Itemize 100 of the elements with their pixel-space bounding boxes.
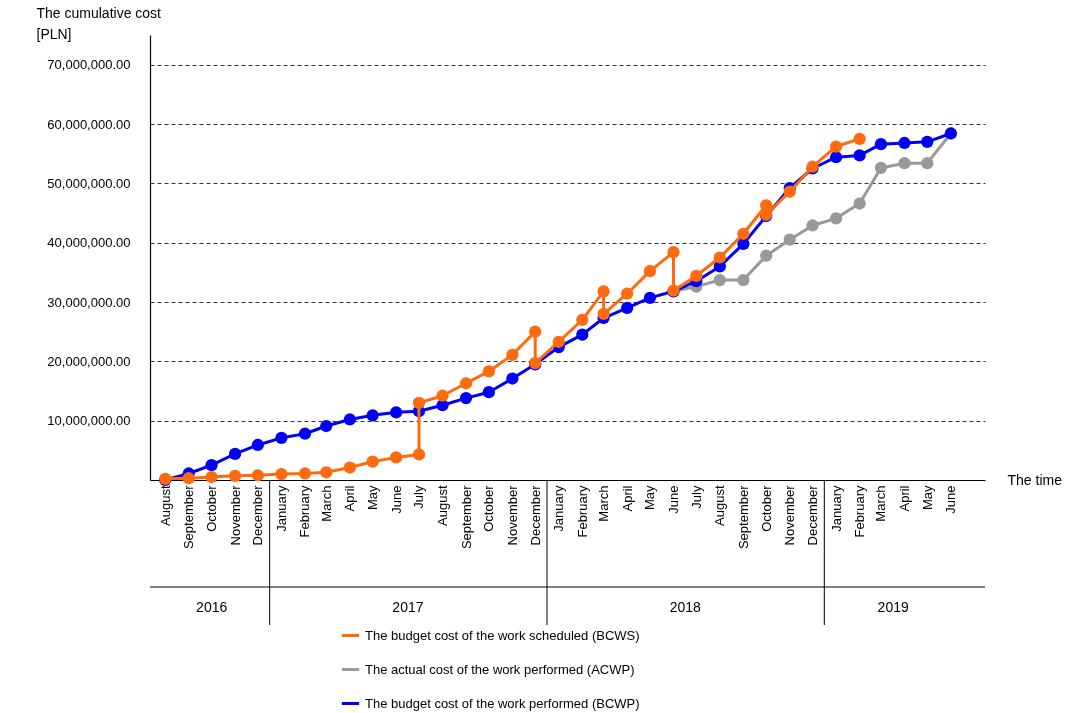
- point: [829, 151, 843, 164]
- point: [760, 249, 773, 262]
- point: [829, 212, 843, 225]
- text: 2019: [877, 599, 909, 615]
- x-tick-label: October: [481, 484, 497, 532]
- point: [320, 419, 333, 433]
- point: [783, 233, 796, 246]
- point: [597, 307, 610, 320]
- x-tick-label: July: [688, 485, 704, 509]
- x-tick-label: May: [919, 485, 935, 511]
- point: [228, 447, 242, 461]
- point: [853, 197, 866, 210]
- x-tick-label: December: [805, 484, 821, 546]
- x-tick-label: January: [828, 485, 844, 532]
- x-tick-label: November: [504, 484, 520, 546]
- point: [690, 269, 703, 283]
- point: [343, 461, 356, 474]
- point: [459, 377, 473, 390]
- x-tick-label: September: [458, 484, 474, 550]
- y-tick-label: 60,000,000.00: [47, 116, 131, 132]
- x-tick-label: October: [204, 484, 220, 532]
- point: [643, 265, 657, 278]
- point: [298, 427, 312, 440]
- point: [459, 392, 473, 405]
- y-tick-label: 20,000,000.00: [47, 353, 131, 369]
- x-tick-label: August: [712, 485, 728, 526]
- x-tick-label: February: [852, 485, 868, 538]
- text: 2016: [196, 599, 228, 615]
- text: 2017: [392, 599, 424, 615]
- x-tick-label: September: [181, 484, 197, 550]
- point: [621, 287, 634, 300]
- y-tick-label: 30,000,000.00: [47, 294, 131, 310]
- point: [205, 470, 218, 484]
- x-tick-label: July: [411, 485, 427, 509]
- point: [228, 469, 242, 482]
- point: [621, 301, 634, 315]
- point: [737, 227, 750, 240]
- x-tick-label: November: [782, 484, 798, 546]
- x-tick-label: April: [896, 485, 912, 512]
- point: [898, 157, 911, 170]
- point: [643, 291, 657, 304]
- point: [366, 455, 379, 468]
- point: [737, 273, 750, 287]
- point: [829, 140, 843, 153]
- x-tick-label: March: [318, 485, 334, 522]
- point: [853, 132, 866, 145]
- x-tick-label: May: [365, 485, 381, 511]
- point: [921, 157, 934, 170]
- x-tick-label: June: [665, 485, 681, 514]
- x-tick-label: January: [273, 485, 289, 532]
- x-tick-label: January: [551, 485, 567, 532]
- legend-label: The actual cost of the work performed (ACWP): [365, 661, 635, 677]
- point: [713, 273, 726, 287]
- point: [576, 328, 589, 341]
- legend-label: The budget cost of the work performed (BCWP): [365, 695, 640, 711]
- x-tick-label: February: [297, 485, 313, 538]
- point: [783, 185, 796, 198]
- x-tick-label: August: [435, 485, 451, 526]
- x-tick-label: June: [943, 485, 959, 514]
- point: [667, 246, 680, 259]
- point: [412, 448, 426, 461]
- point: [412, 396, 426, 409]
- x-tick-label: October: [758, 484, 774, 532]
- point: [275, 467, 288, 481]
- y-tick-label: 50,000,000.00: [47, 175, 131, 191]
- x-tick-label: September: [735, 484, 751, 550]
- point: [506, 348, 519, 361]
- y-tick-label: 70,000,000.00: [47, 57, 131, 73]
- y-tick-label: 10,000,000.00: [47, 413, 131, 429]
- x-tick-label: April: [619, 485, 635, 512]
- x-tick-label: April: [342, 485, 358, 512]
- point: [921, 135, 934, 148]
- point: [597, 285, 610, 298]
- point: [205, 459, 218, 472]
- point: [366, 409, 379, 422]
- x-tick-label: December: [250, 484, 266, 546]
- point: [251, 469, 265, 482]
- x-tick-label: December: [527, 484, 543, 546]
- point: [390, 451, 403, 464]
- x-tick-label: March: [596, 485, 612, 522]
- x-axis-title: The time: [1007, 471, 1063, 488]
- point: [320, 466, 333, 479]
- point: [898, 136, 911, 150]
- x-tick-label: March: [873, 485, 889, 522]
- point: [251, 438, 265, 452]
- point: [182, 472, 195, 485]
- point: [874, 161, 888, 175]
- point: [874, 138, 888, 151]
- x-tick-label: August: [157, 485, 173, 526]
- point: [343, 413, 356, 426]
- x-tick-label: May: [642, 485, 658, 511]
- point: [390, 406, 403, 419]
- point: [713, 251, 726, 264]
- point: [506, 372, 519, 385]
- x-tick-label: November: [227, 484, 243, 546]
- legend-label: The budget cost of the work scheduled (BCWS): [365, 627, 640, 643]
- point: [275, 431, 288, 444]
- point: [576, 313, 589, 326]
- text: 2018: [669, 599, 702, 615]
- point: [436, 389, 449, 402]
